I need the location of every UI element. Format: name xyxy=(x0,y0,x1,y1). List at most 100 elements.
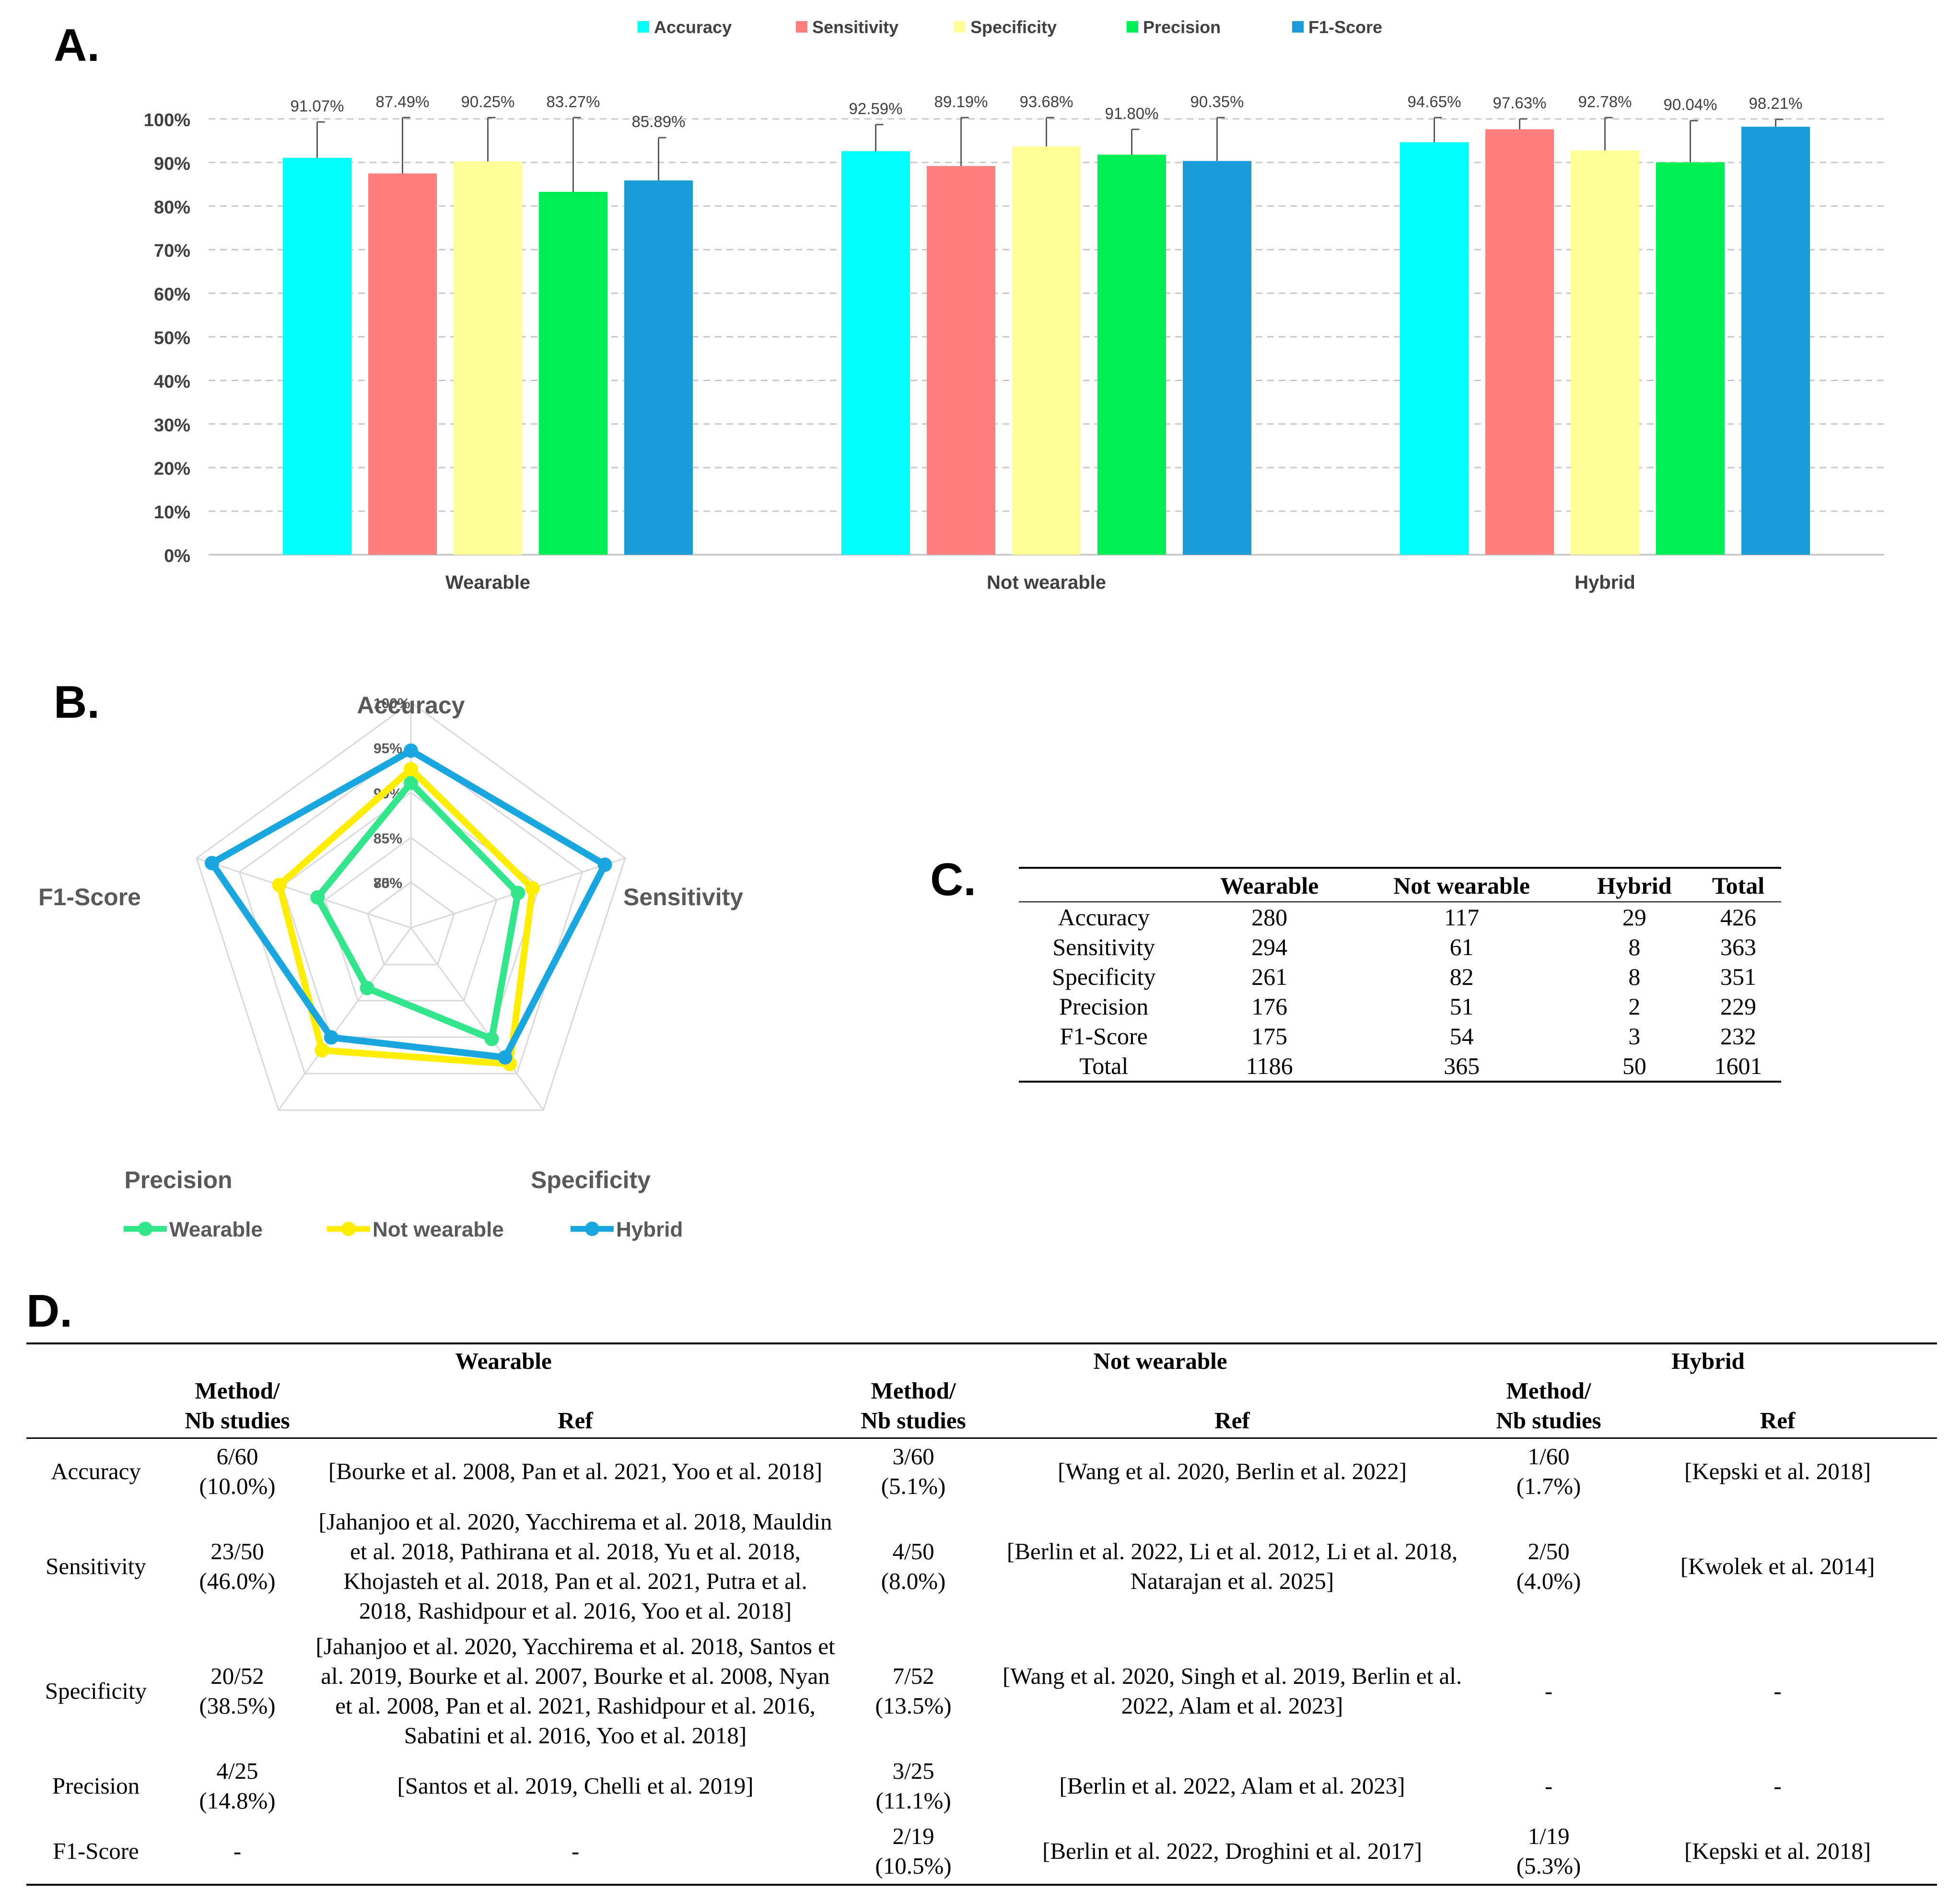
table-cell: Sensitivity xyxy=(1052,933,1155,960)
y-tick-label: 80% xyxy=(154,198,190,218)
data-label: 90.04% xyxy=(1664,96,1717,114)
data-label: 91.07% xyxy=(291,97,344,115)
table-row: Sensitivity 294 61 8 363 xyxy=(1019,932,1781,962)
radar-axis-label: F1-Score xyxy=(38,884,141,910)
radar-ring xyxy=(324,837,498,1002)
table-cell: 8 xyxy=(1628,933,1641,960)
bar-specificity xyxy=(454,161,522,555)
table-cell: 363 xyxy=(1720,933,1757,960)
data-label: 92.78% xyxy=(1578,93,1632,110)
table-cell: [Jahanjoo et al. 2020, Yacchirema et al.… xyxy=(315,1633,835,1749)
legend-label: Hybrid xyxy=(616,1218,683,1241)
radar-series-wearable xyxy=(314,779,522,1042)
sub-header-method: Method/Nb studies xyxy=(165,1376,309,1439)
table-cell: 3/60 (5.1%) xyxy=(881,1443,946,1499)
table-cell: 175 xyxy=(1251,1023,1288,1050)
legend-label: Specificity xyxy=(970,17,1057,37)
table-cell: 280 xyxy=(1251,904,1288,931)
y-tick-label: 0% xyxy=(164,546,190,566)
table-cell: 1/60 (1.7%) xyxy=(1516,1443,1581,1499)
bar-accuracy xyxy=(1400,142,1469,555)
radar-point xyxy=(525,881,540,896)
table-cell: [Kepski et al. 2018] xyxy=(1684,1458,1871,1484)
table-cell: 261 xyxy=(1251,963,1288,990)
table-cell: 23/50 (46.0%) xyxy=(199,1538,276,1594)
radar-ring xyxy=(196,701,626,1111)
table-cell: 1/19 (5.3%) xyxy=(1479,1819,1619,1886)
radar-point xyxy=(498,1050,513,1065)
radar-point xyxy=(404,743,418,758)
table-cell: 232 xyxy=(1720,1023,1757,1050)
bar-f1-score xyxy=(624,180,693,555)
table-cell: 20/52 (38.5%) xyxy=(199,1663,276,1719)
radar-ring xyxy=(238,747,583,1074)
table-cell: 51 xyxy=(1449,993,1474,1020)
table-cell: [Kepski et al. 2018] xyxy=(1618,1819,1937,1886)
radar-point xyxy=(205,856,220,871)
sub-header-method: Method/Nb studies xyxy=(841,1376,986,1439)
data-label: 83.27% xyxy=(547,93,600,110)
table-cell: - xyxy=(1773,1773,1782,1799)
group-header-hybrid: Hybrid xyxy=(1479,1342,1937,1376)
legend-swatch xyxy=(954,21,966,33)
table-cell: 351 xyxy=(1720,963,1757,990)
legend-label: Wearable xyxy=(169,1218,263,1241)
table-cell: [Santos et al. 2019, Chelli et al. 2019] xyxy=(397,1773,754,1799)
legend-label: Sensitivity xyxy=(812,17,898,37)
table-cell: 54 xyxy=(1449,1023,1474,1050)
table-cell: [Kwolek et al. 2014] xyxy=(1680,1553,1875,1579)
table-row: F1-Score 175 54 3 232 xyxy=(1019,1021,1781,1051)
table-cell: [Wang et al. 2020, Singh et al. 2019, Be… xyxy=(1002,1663,1462,1719)
legend-swatch xyxy=(796,21,807,33)
panel-label-c: C. xyxy=(930,854,976,905)
x-tick-label: Wearable xyxy=(445,572,530,593)
radar-point xyxy=(272,877,287,892)
table-cell: [Berlin et al. 2022, Droghini et al. 201… xyxy=(985,1819,1480,1886)
radar-spoke xyxy=(196,857,411,929)
data-label: 94.65% xyxy=(1408,93,1461,110)
bar-sensitivity xyxy=(368,173,437,555)
table-cell: 7/52 (13.5%) xyxy=(875,1663,952,1719)
table-cell: 6/60 (10.0%) xyxy=(199,1443,276,1499)
table-cell: Precision xyxy=(1059,993,1149,1020)
table-cell: 2 xyxy=(1628,993,1641,1020)
table-cell: 3/25 (11.1%) xyxy=(875,1758,951,1814)
table-cell: 176 xyxy=(1251,993,1288,1020)
table-cell: 229 xyxy=(1720,993,1757,1020)
table-cell: - xyxy=(309,1819,842,1886)
table-cell: F1-Score xyxy=(1060,1023,1148,1050)
row-label: Precision xyxy=(52,1773,140,1799)
radar-point xyxy=(597,857,612,872)
table-cell: 426 xyxy=(1720,904,1757,931)
radar-tick-label: 75% xyxy=(373,875,402,891)
radar-axis-label: Accuracy xyxy=(357,692,465,719)
legend-swatch xyxy=(1292,21,1304,33)
bar-chart: 0% 10% 20% 30% 40% 50% 60% 70% 80% 90% 100% 91.07% 8… xyxy=(144,17,1884,593)
row-label: Specificity xyxy=(45,1678,147,1704)
x-tick-label: Not wearable xyxy=(987,572,1106,593)
y-tick-label: 100% xyxy=(144,110,190,130)
panel-label-d: D. xyxy=(26,1285,72,1337)
bar-sensitivity xyxy=(1485,129,1554,555)
data-label: 93.68% xyxy=(1020,93,1073,110)
group-header-not-wearable: Not wearable xyxy=(841,1342,1480,1376)
y-tick-label: 20% xyxy=(154,459,190,479)
y-tick-label: 40% xyxy=(154,372,190,392)
table-cell: [Bourke et al. 2008, Pan et al. 2021, Yo… xyxy=(328,1458,823,1484)
sub-header-ref: Ref xyxy=(985,1376,1480,1439)
table-cell: 3 xyxy=(1628,1023,1641,1050)
data-label: 92.59% xyxy=(849,100,903,117)
table-cell: - xyxy=(165,1819,309,1886)
data-label: 87.49% xyxy=(376,93,430,110)
radar-point xyxy=(315,1043,329,1058)
radar-series-hybrid xyxy=(209,747,608,1061)
sub-header-blank xyxy=(26,1376,165,1439)
table-cell: Specificity xyxy=(1051,963,1156,990)
table-cell: 117 xyxy=(1444,904,1480,931)
table-cell: 1186 xyxy=(1189,1051,1350,1083)
counts-table: Wearable Not wearable Hybrid Total Accuracy… xyxy=(1019,867,1781,1083)
bar-precision xyxy=(539,192,607,555)
radar-axis-label: Precision xyxy=(124,1167,232,1193)
table-cell: 50 xyxy=(1573,1051,1696,1083)
row-label: F1-Score xyxy=(26,1819,165,1886)
